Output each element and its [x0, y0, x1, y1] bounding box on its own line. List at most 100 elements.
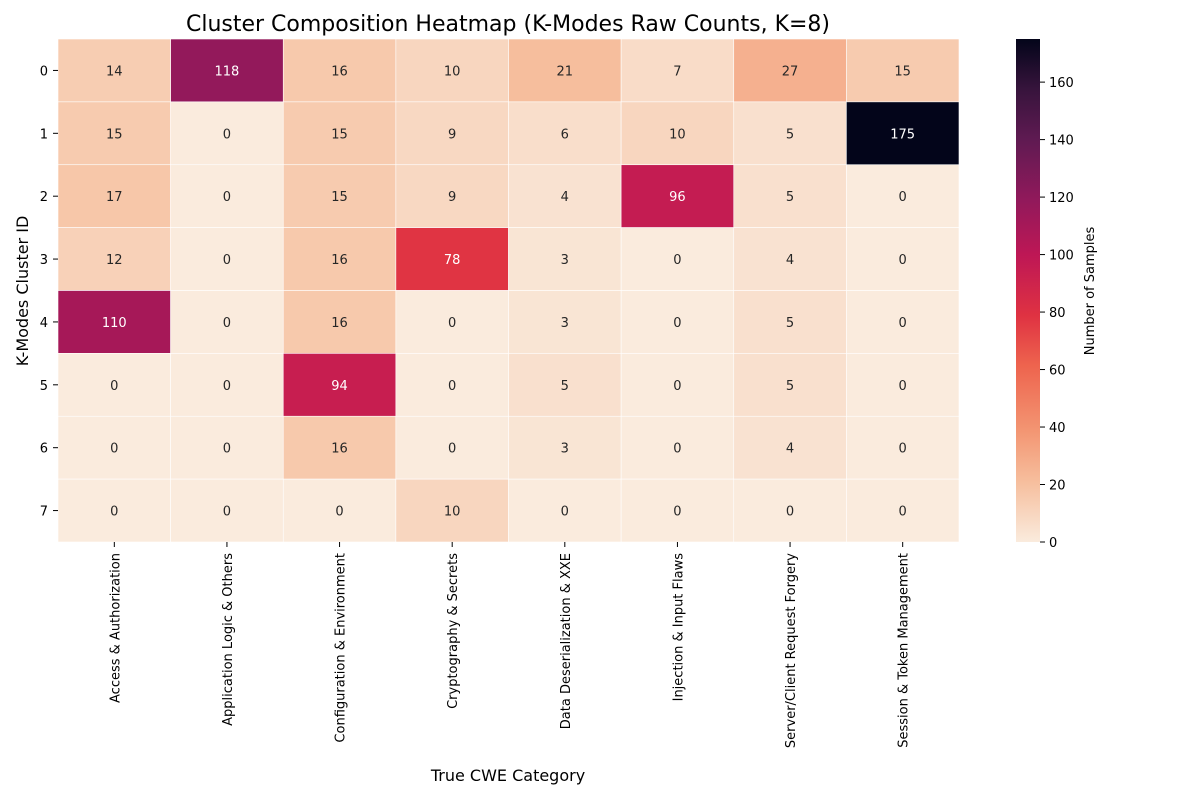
heatmap-cell — [620, 353, 735, 417]
cell-value-label: 16 — [331, 442, 348, 457]
x-tick-label: Injection & Input Flaws — [671, 553, 686, 702]
heatmap-cell — [620, 290, 735, 354]
x-tick-label: Application Logic & Others — [221, 553, 236, 726]
cell-value-label: 9 — [448, 127, 456, 142]
colorbar-tick-label: 140 — [1049, 134, 1074, 149]
colorbar-tick-label: 20 — [1049, 479, 1066, 494]
cell-value-label: 0 — [223, 190, 231, 205]
x-tick-label: Configuration & Environment — [334, 553, 349, 743]
y-tick-label: 1 — [40, 127, 48, 142]
x-tick-label: Server/Client Request Forgery — [784, 553, 799, 748]
heatmap-cell — [733, 164, 847, 228]
heatmap-cell — [57, 415, 171, 480]
cell-value-label: 0 — [223, 442, 231, 457]
cell-value-label: 5 — [786, 316, 794, 331]
y-tick-label: 5 — [40, 379, 48, 394]
heatmap-cell — [395, 227, 509, 291]
cell-value-label: 14 — [106, 64, 123, 79]
cell-value-label: 0 — [899, 379, 907, 394]
cell-value-label: 12 — [106, 253, 123, 268]
heatmap-cell — [508, 227, 622, 291]
heatmap-cell — [733, 290, 847, 354]
x-tick-label: Access & Authorization — [108, 553, 123, 703]
y-tick-label: 3 — [40, 253, 48, 268]
heatmap-cell — [282, 415, 397, 480]
cell-value-label: 0 — [786, 505, 794, 520]
y-tick-label: 7 — [40, 505, 48, 520]
cell-value-label: 0 — [561, 505, 569, 520]
cell-value-label: 7 — [673, 64, 681, 79]
heatmap-cell — [846, 38, 960, 103]
heatmap-cell — [57, 227, 171, 291]
y-tick-label: 4 — [40, 316, 48, 331]
cell-value-label: 0 — [110, 379, 118, 394]
heatmap-cell — [282, 353, 397, 417]
cell-value-label: 0 — [335, 505, 343, 520]
cell-value-label: 0 — [673, 442, 681, 457]
cell-value-label: 0 — [899, 316, 907, 331]
heatmap-cell — [282, 478, 397, 543]
cell-value-label: 3 — [561, 316, 569, 331]
heatmap-cell — [395, 101, 509, 166]
heatmap-cell — [508, 38, 622, 103]
cell-value-label: 21 — [557, 64, 574, 79]
colorbar-tick-label: 160 — [1049, 76, 1074, 91]
cell-value-label: 4 — [786, 442, 794, 457]
cell-value-label: 16 — [331, 253, 348, 268]
cell-value-label: 0 — [673, 379, 681, 394]
cell-value-label: 0 — [223, 316, 231, 331]
cell-value-label: 15 — [331, 127, 348, 142]
cell-value-label: 175 — [890, 127, 915, 142]
heatmap-cell — [620, 415, 735, 480]
heatmap-cell — [170, 290, 284, 354]
cell-value-label: 9 — [448, 190, 456, 205]
heatmap-cell — [395, 290, 509, 354]
heatmap-cell — [846, 353, 960, 417]
heatmap-cell — [282, 164, 397, 228]
heatmap-cell — [508, 290, 622, 354]
colorbar-tick-label: 100 — [1049, 249, 1074, 264]
heatmap-cell — [282, 227, 397, 291]
colorbar-tick-label: 80 — [1049, 306, 1066, 321]
heatmap-cell — [170, 164, 284, 228]
y-tick-label: 0 — [40, 64, 48, 79]
cell-value-label: 15 — [106, 127, 123, 142]
colorbar-tick-label: 0 — [1049, 536, 1057, 551]
cell-value-label: 0 — [223, 379, 231, 394]
heatmap-cell — [170, 38, 284, 103]
cell-value-label: 0 — [448, 316, 456, 331]
cell-value-label: 118 — [215, 64, 240, 79]
cell-value-label: 5 — [786, 190, 794, 205]
cell-value-label: 96 — [669, 190, 686, 205]
cell-value-label: 5 — [786, 379, 794, 394]
heatmap-cell — [733, 415, 847, 480]
heatmap-cell — [508, 164, 622, 228]
cell-value-label: 110 — [102, 316, 127, 331]
cell-value-label: 78 — [444, 253, 461, 268]
cell-value-label: 6 — [561, 127, 569, 142]
cell-value-label: 0 — [673, 316, 681, 331]
cell-value-label: 17 — [106, 190, 123, 205]
cell-value-label: 4 — [786, 253, 794, 268]
y-axis-ticks: 0 1 2 3 4 5 6 7 — [40, 64, 58, 520]
cell-value-label: 16 — [331, 64, 348, 79]
colorbar-tick-label: 60 — [1049, 364, 1066, 379]
cell-value-label: 10 — [669, 127, 686, 142]
cell-value-label: 0 — [899, 190, 907, 205]
colorbar-ticks: 0 20 40 60 80 100 120 140 160 — [1040, 76, 1074, 551]
cell-value-label: 0 — [673, 253, 681, 268]
cell-value-label: 10 — [444, 505, 461, 520]
cell-value-label: 5 — [561, 379, 569, 394]
cell-value-label: 3 — [561, 253, 569, 268]
cell-value-label: 0 — [448, 379, 456, 394]
colorbar: 0 20 40 60 80 100 120 140 160 Number of Samples — [1016, 39, 1098, 551]
cell-value-label: 0 — [899, 442, 907, 457]
x-axis-ticks: Access & Authorization Application Logic … — [108, 542, 912, 748]
colorbar-tick-label: 40 — [1049, 421, 1066, 436]
cell-value-label: 15 — [894, 64, 911, 79]
heatmap-cell — [170, 353, 284, 417]
y-tick-label: 2 — [40, 190, 48, 205]
cell-value-label: 10 — [444, 64, 461, 79]
heatmap-cell — [57, 164, 171, 228]
heatmap-cell — [733, 227, 847, 291]
